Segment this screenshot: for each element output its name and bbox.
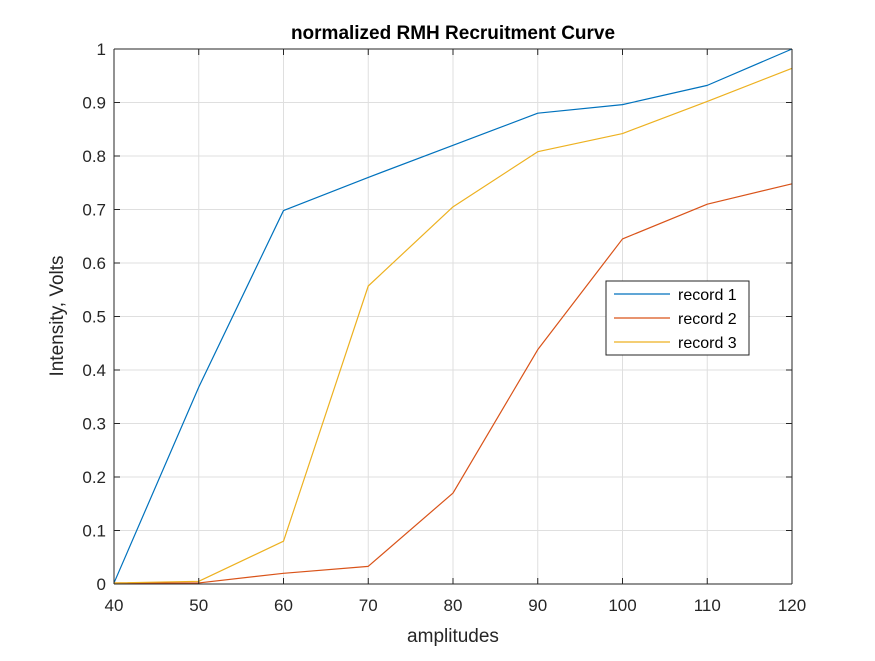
x-tick-label: 70 (359, 596, 378, 615)
x-axis-label: amplitudes (407, 626, 499, 647)
x-tick-label: 110 (694, 596, 721, 615)
legend-label: record 1 (678, 287, 737, 304)
y-tick-label: 0.5 (82, 308, 106, 327)
legend: record 1 record 2 record 3 (606, 281, 749, 355)
y-axis-label: Intensity, Volts (47, 255, 68, 376)
legend-label: record 3 (678, 335, 737, 352)
x-tick-label: 50 (189, 596, 208, 615)
y-tick-label: 0 (97, 575, 106, 594)
x-tick-label: 100 (608, 596, 636, 615)
y-tick-label: 1 (97, 40, 106, 59)
x-tick-label: 120 (778, 596, 806, 615)
x-tick-label: 40 (105, 596, 124, 615)
legend-label: record 2 (678, 311, 737, 328)
y-tick-label: 0.1 (82, 522, 106, 541)
y-tick-label: 0.8 (82, 147, 106, 166)
y-tick-label: 0.6 (82, 254, 106, 273)
x-tick-labels: 40 50 60 70 80 90 100 110 120 (105, 596, 807, 615)
x-tick-label: 80 (444, 596, 463, 615)
y-tick-label: 0.3 (82, 415, 106, 434)
y-tick-label: 0.9 (82, 94, 106, 113)
y-tick-label: 0.2 (82, 468, 106, 487)
x-tick-label: 90 (528, 596, 547, 615)
y-tick-label: 0.7 (82, 201, 106, 220)
chart-title: normalized RMH Recruitment Curve (291, 23, 615, 44)
y-tick-labels: 0 0.1 0.2 0.3 0.4 0.5 0.6 0.7 0.8 0.9 1 (82, 40, 106, 594)
x-tick-label: 60 (274, 596, 293, 615)
y-tick-label: 0.4 (82, 361, 106, 380)
